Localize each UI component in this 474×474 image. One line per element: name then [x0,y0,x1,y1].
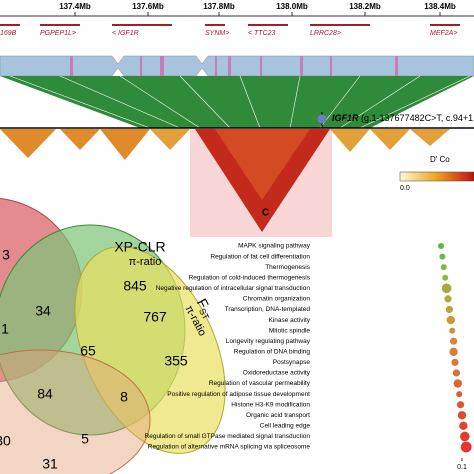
term-label: Cell leading edge [260,423,311,430]
dot [460,431,470,442]
term-label: Oxidoreductase activity [243,370,311,377]
term-label: Thermogenesis [265,264,311,271]
dot [441,283,452,294]
dot [439,253,446,260]
genes: 169B PGPEP1L> < IGF1R SYNM> < TTC23 LRRC28> ME… [0,24,460,37]
mapping-lines [9,75,471,129]
venn-counts: 3 845 34 767 1 65 355 84 8 30 5 31 [0,247,188,472]
dot [453,379,462,388]
venn-count: 84 [37,386,53,402]
venn-count: 3 [2,247,10,263]
chromosome-bands [70,56,398,76]
snp-marker [317,114,327,124]
gene-label: PGPEP1L> [40,30,76,37]
panel-label: C [262,208,269,219]
dot [449,327,456,334]
venn-count: 1 [1,321,9,337]
dot [438,243,444,249]
dot [457,401,465,409]
venn-count: 845 [123,278,147,294]
term-label: Postsynapse [273,359,311,366]
venn-count: 767 [143,309,167,325]
term-label: Mitotic spindle [269,327,311,334]
gene-bar [430,24,460,26]
gene-label: MEF2A> [430,30,457,37]
dot [445,305,453,314]
ruler-label: 137.4Mb [59,2,91,11]
gene-label: SYNM> [205,30,229,37]
term-label: MAPK signaling pathway [238,243,311,250]
dot [451,358,459,366]
gene-label: 169B [0,30,17,37]
snp-label: IGF1R (g.1-137677482C>T, c.94+1 [332,113,473,123]
dot-chart: MAPK signaling pathway Regulation of fat … [145,243,472,471]
gene-bar [310,24,370,26]
set-label: XP-CLR [114,239,165,255]
dot [440,264,447,271]
term-label: Organic acid transport [246,412,310,419]
gene-bar [0,24,20,26]
term-label: Chromatin organization [243,296,311,303]
gene-label: < IGF1R [112,30,139,37]
legend-title: D' Co [430,155,450,164]
dot [446,315,455,325]
gene-bar [40,24,80,26]
ruler-label: 138.4Mb [424,2,456,11]
venn [0,198,226,474]
term-label: Regulation of fat cell differentiation [210,253,310,260]
venn-count: 65 [80,343,96,359]
ld-heatmap [0,129,450,232]
venn-count: 355 [164,353,188,369]
ruler-label: 137.8Mb [203,2,235,11]
term-label: Regulation of DNA binding [234,349,311,356]
x-tick-label: 0.1 [457,464,467,471]
ruler-label: 138.2Mb [349,2,381,11]
legend-bar [399,171,474,182]
legend-min: 0.0 [400,185,410,192]
term-label: Regulation of vascular permeability [209,380,311,387]
dot [460,441,472,453]
gene-label: < TTC23 [248,30,276,37]
gene-bar [248,24,288,26]
dot [449,347,458,356]
term-label: Negative regulation of intracellular sig… [156,285,311,292]
venn-count: 34 [35,303,51,319]
term-label: Regulation of small GTPase mediated sign… [145,433,311,440]
term-label: Regulation of alternative mRNA splicing … [148,444,311,451]
term-label: Longevity regulating pathway [226,338,311,345]
ruler-label: 138.0Mb [276,2,308,11]
venn-count: 8 [120,389,128,405]
ruler-ticks: 137.4Mb 137.6Mb 137.8Mb 138.0Mb 138.2Mb 138.4… [59,2,456,16]
term-label: Regulation of cold-induced thermogenesis [189,274,311,281]
dot [452,369,460,377]
gene-bar [205,24,225,26]
term-label: Histone H3-K9 modification [231,401,310,408]
dot [442,274,449,281]
gene-label: LRRC28> [310,30,341,37]
dot [457,411,467,420]
venn-count: 30 [0,433,11,449]
dot [459,421,468,431]
ruler-label: 137.6Mb [132,2,164,11]
gene-bar [112,24,172,26]
venn-count: 5 [81,431,89,447]
venn-count: 31 [42,456,58,472]
set-label: π-ratio [129,256,162,268]
term-label: Kinase activity [268,317,310,324]
term-label: Positive regulation of adipose tissue de… [167,391,310,398]
dot [450,337,458,345]
mapping-fan [0,76,474,128]
dot [444,295,452,303]
chromosome [0,55,474,77]
fan-mask [0,76,474,128]
term-label: Transcription, DNA-templated [225,306,311,313]
dot [456,391,463,398]
